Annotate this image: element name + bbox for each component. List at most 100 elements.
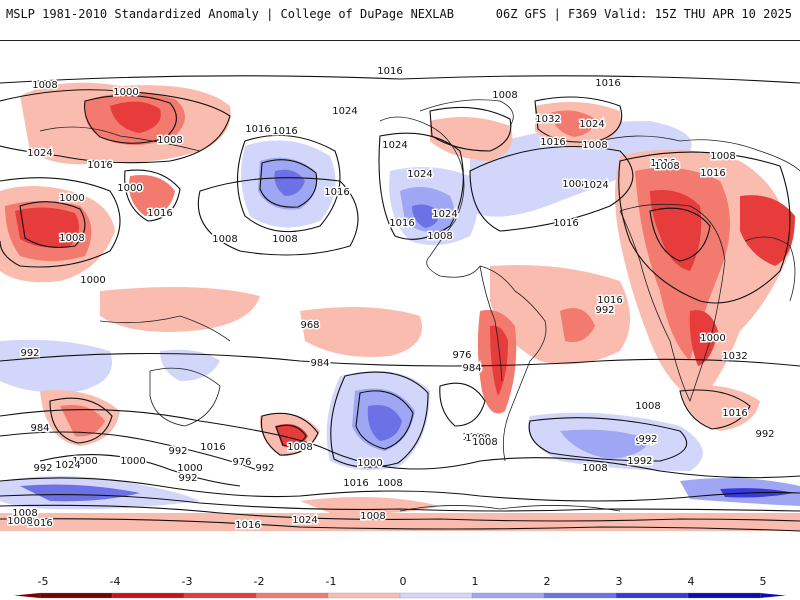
isobar-label: 1008 xyxy=(59,233,84,244)
isobar-label: 1016 xyxy=(627,456,652,467)
isobars xyxy=(0,75,800,532)
colorbar-arrow-right xyxy=(760,593,786,598)
isobar-label: 1000 xyxy=(117,183,142,194)
isobar-label: 1008 xyxy=(360,511,385,522)
isobar-label: 1000 xyxy=(465,433,490,444)
isobar-label: 1008 xyxy=(427,231,452,242)
isobar-label: 1016 xyxy=(377,66,402,77)
isobar-label: 1008 xyxy=(654,161,679,172)
isobar-label: 1016 xyxy=(553,218,578,229)
isobar-label: 1024 xyxy=(332,106,357,117)
colorbar-tick-label: 4 xyxy=(688,575,695,588)
isobar-label: 1016 xyxy=(650,158,675,169)
isobar-label: 1000 xyxy=(59,193,84,204)
model-valid-time: 06Z GFS | F369 Valid: 15Z THU APR 10 202… xyxy=(495,7,792,21)
isobar-label: 1008 xyxy=(377,478,402,489)
isobar-label: 1016 xyxy=(722,408,747,419)
colorbar-segment xyxy=(471,592,545,599)
colorbar-segment xyxy=(543,592,617,599)
isobar-label: 968 xyxy=(300,320,319,331)
isobar-label: 1008 xyxy=(7,516,32,527)
isobar-label: 1032 xyxy=(535,114,560,125)
colorbar-segment xyxy=(399,592,473,599)
isobar-label: 992 xyxy=(595,305,614,316)
colorbar-arrow-left xyxy=(14,593,40,598)
isobar-label: 992 xyxy=(255,463,274,474)
isobar-label: 1008 xyxy=(32,80,57,91)
anomaly-shading xyxy=(0,82,800,531)
colorbar-tick-label: -2 xyxy=(254,575,265,588)
isobar-label: 1000 xyxy=(357,458,382,469)
isobar-label: 1000 xyxy=(177,463,202,474)
isobar-label: 1008 xyxy=(492,90,517,101)
isobar-label: 992 xyxy=(633,456,652,467)
colorbar-ticks: -5 -4 -3 -2 -1 0 1 2 3 4 5 xyxy=(38,575,767,588)
isobar-label: 1016 xyxy=(595,78,620,89)
isobar-label: 984 xyxy=(635,436,654,447)
header-divider xyxy=(0,40,800,41)
isobar-label: 992 xyxy=(755,429,774,440)
isobar-label: 1016 xyxy=(700,168,725,179)
isobar-label: 992 xyxy=(33,463,52,474)
isobar-label: 1024 xyxy=(292,515,317,526)
isobar-label: 1008 xyxy=(710,151,735,162)
isobar-label: 1000 xyxy=(700,333,725,344)
colorbar-segments xyxy=(14,592,786,599)
isobar-label: 1024 xyxy=(407,169,432,180)
isobar-label: 1024 xyxy=(382,140,407,151)
colorbar-tick-label: 0 xyxy=(400,575,407,588)
isobar-label: 1016 xyxy=(87,160,112,171)
isobar-label: 1016 xyxy=(245,124,270,135)
isobar-label: 1016 xyxy=(235,520,260,531)
isobar-label: 1008 xyxy=(635,401,660,412)
colorbar-tick-label: -4 xyxy=(110,575,121,588)
colorbar-segment xyxy=(615,592,689,599)
isobar-label: 1008 xyxy=(582,140,607,151)
isobar-label: 1008 xyxy=(157,135,182,146)
isobar-label: 1008 xyxy=(472,437,497,448)
isobar-label: 1016 xyxy=(272,126,297,137)
colorbar-tick-label: -3 xyxy=(182,575,193,588)
isobar-label: 1000 xyxy=(80,275,105,286)
isobar-label: 1024 xyxy=(55,460,80,471)
isobar-label: 984 xyxy=(310,358,329,369)
colorbar-tick-label: -5 xyxy=(38,575,49,588)
colorbar-tick-label: 1 xyxy=(472,575,479,588)
isobar-label: 984 xyxy=(462,363,481,374)
colorbar-segment xyxy=(327,592,401,599)
isobar-label: 1000 xyxy=(462,432,487,443)
colorbar-segment xyxy=(111,592,185,599)
isobar-label: 1024 xyxy=(579,119,604,130)
isobar-label: 1016 xyxy=(27,518,52,529)
colorbar-segment xyxy=(687,592,761,599)
colorbar-tick-label: 2 xyxy=(544,575,551,588)
isobar-label: 1008 xyxy=(12,508,37,519)
colorbar-tick-label: -1 xyxy=(326,575,337,588)
colorbar-tick-label: 5 xyxy=(760,575,767,588)
anomaly-colorbar: -5 -4 -3 -2 -1 0 1 2 3 4 5 xyxy=(14,575,786,599)
isobar-label: 1008 xyxy=(272,234,297,245)
isobar-label: 1008 xyxy=(582,463,607,474)
colorbar-segment xyxy=(39,592,113,599)
isobar-label: 1000 xyxy=(120,456,145,467)
isobar-label: 1024 xyxy=(27,148,52,159)
isobar-label: 984 xyxy=(30,423,49,434)
isobar-label: 1016 xyxy=(389,218,414,229)
isobar-label: 1016 xyxy=(540,137,565,148)
isobar-label: 1024 xyxy=(432,209,457,220)
isobar-label: 1016 xyxy=(597,295,622,306)
isobar-label: 1016 xyxy=(200,442,225,453)
isobar-label: 1008 xyxy=(562,179,587,190)
isobar-label: 1032 xyxy=(722,351,747,362)
colorbar-tick-label: 3 xyxy=(616,575,623,588)
isobar-label: 1008 xyxy=(212,234,237,245)
colorbar-segment xyxy=(183,592,257,599)
isobar-label: 1016 xyxy=(324,187,349,198)
map-title: MSLP 1981-2010 Standardized Anomaly | Co… xyxy=(6,7,454,21)
isobar-label: 1000 xyxy=(72,456,97,467)
isobar-label: 992 xyxy=(178,473,197,484)
coastlines xyxy=(39,99,800,512)
isobar-label: 1024 xyxy=(583,180,608,191)
